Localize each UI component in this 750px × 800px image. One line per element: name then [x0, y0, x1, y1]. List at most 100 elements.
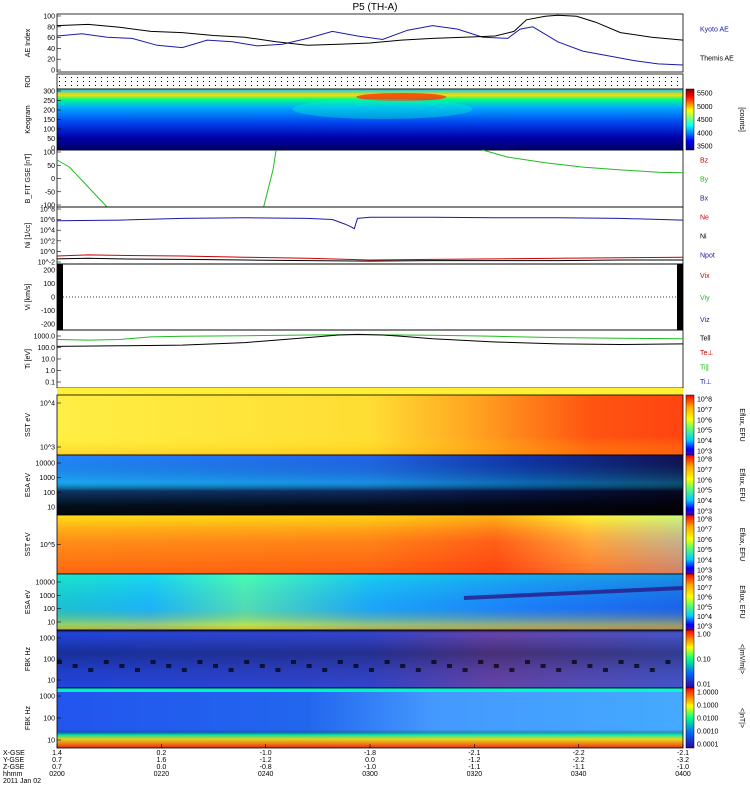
roi-dot	[311, 77, 312, 78]
roi-dot	[521, 77, 522, 78]
roi-dot	[515, 81, 516, 82]
x-axis: 1.40.70.702000.21.60.00220-1.0-1.2-0.802…	[3, 744, 691, 785]
series-line	[263, 149, 277, 208]
roi-dot	[467, 77, 468, 78]
fbk-e-dropout	[369, 668, 374, 672]
y-tick-label: 10	[47, 738, 55, 745]
roi-dot	[443, 77, 444, 78]
legend-entry: Ti⊥	[700, 379, 712, 386]
status-strip	[57, 388, 683, 395]
roi-dot	[329, 77, 330, 78]
colorbar-tick: 10^3	[697, 568, 712, 575]
plot-title: P5 (TH-A)	[353, 2, 398, 13]
y-tick-label: 20	[47, 57, 55, 64]
y-tick-label: 1000	[39, 593, 55, 600]
roi-dot	[629, 81, 630, 82]
roi-dot	[497, 85, 498, 86]
x-tick-label: 0.7	[52, 757, 62, 764]
fbk-e-dropout	[88, 668, 94, 672]
roi-dot	[119, 77, 120, 78]
panel-sst-electron: 10^5 SST eV 10^8 10^7 10^6 10^5 10^4 10^3 Eflux,…	[25, 514, 745, 575]
roi-dot	[665, 85, 666, 86]
roi-dot	[533, 81, 534, 82]
fbk-e-dropout	[587, 664, 593, 668]
roi-dot	[563, 77, 564, 78]
roi-dot	[479, 81, 480, 82]
roi-dot	[137, 85, 138, 86]
roi-dot	[587, 77, 588, 78]
roi-dot	[263, 85, 264, 86]
fbk-e-dropout	[353, 664, 359, 668]
panel-frame	[56, 329, 684, 389]
roi-dot	[395, 85, 396, 86]
roi-dot	[125, 81, 126, 82]
roi-dot	[461, 81, 462, 82]
colorbar	[685, 629, 695, 689]
roi-dot	[629, 77, 630, 78]
fbk-e-dropout	[135, 668, 140, 672]
roi-dot	[449, 85, 450, 86]
colorbar-tick: 5000	[697, 104, 713, 111]
y-tick-label: -50	[45, 189, 55, 196]
roi-dot	[593, 85, 594, 86]
roi-dot	[107, 77, 108, 78]
colorbar-label: Eflux, EFU	[738, 408, 745, 441]
roi-dot	[155, 85, 156, 86]
roi-dot	[653, 85, 654, 86]
roi-dot	[209, 85, 210, 86]
series-line	[56, 25, 684, 66]
fbk-e-dropout	[415, 668, 421, 672]
roi-dot	[113, 85, 114, 86]
roi-dot	[371, 81, 372, 82]
y-tick-label: 0	[51, 295, 55, 302]
colorbar-tick: 4000	[697, 130, 713, 137]
roi-dot	[413, 81, 414, 82]
x-tick-label: 0200	[49, 771, 65, 778]
x-tick-label: 0.7	[52, 764, 62, 771]
colorbar	[685, 514, 695, 575]
roi-dot	[503, 77, 504, 78]
series-line	[56, 254, 684, 261]
roi-dot	[131, 81, 132, 82]
roi-dot	[155, 81, 156, 82]
roi-dot	[383, 81, 384, 82]
series-line	[56, 257, 683, 262]
panel-esa-ion: 10000 1000 100 10 ESA eV 10^8 10^7 10^6 10^5 10^4…	[25, 454, 745, 516]
panel-sst-ion: 10^4 10^3 SST eV 10^8 10^7 10^6 10^5 10^4 10^3 Ef…	[25, 394, 745, 456]
x-row-label: Z-GSE	[3, 764, 25, 771]
panel-b-field: 100 50 0 -50 -100 B_FIT GSE [nT] Bz By Bx	[25, 150, 709, 210]
y-tick-label: 150	[43, 117, 55, 124]
x-tick-label: 1.6	[156, 757, 166, 764]
colorbar-tick: 3500	[697, 144, 713, 151]
y-tick-label: 1000	[39, 694, 55, 701]
roi-dot	[401, 81, 402, 82]
roi-dot	[83, 77, 84, 78]
roi-dot	[101, 81, 102, 82]
roi-dot	[203, 77, 204, 78]
roi-dot	[509, 81, 510, 82]
y-axis-label: FBK Hz	[25, 646, 32, 671]
roi-dot	[95, 77, 96, 78]
legend-entry: Tell	[700, 335, 711, 342]
roi-dot	[137, 81, 138, 82]
roi-dot	[389, 77, 390, 78]
roi-dot	[149, 77, 150, 78]
roi-dot	[485, 81, 486, 82]
colorbar	[685, 394, 695, 456]
y-tick-label: 50	[47, 163, 55, 170]
legend-entry: Themis AE	[700, 56, 734, 63]
y-tick-label: 80	[47, 24, 55, 31]
colorbar-tick: 0.0001	[697, 742, 719, 749]
roi-dot	[71, 77, 72, 78]
roi-dot	[287, 85, 288, 86]
roi-dot	[509, 85, 510, 86]
roi-dot	[395, 81, 396, 82]
x-tick-label: -1.1	[468, 764, 480, 771]
roi-dot	[587, 81, 588, 82]
y-tick-label: 200	[43, 268, 55, 275]
y-tick-label: 1000	[39, 475, 55, 482]
roi-dot	[77, 81, 78, 82]
roi-dot	[671, 77, 672, 78]
roi-dot	[335, 77, 336, 78]
